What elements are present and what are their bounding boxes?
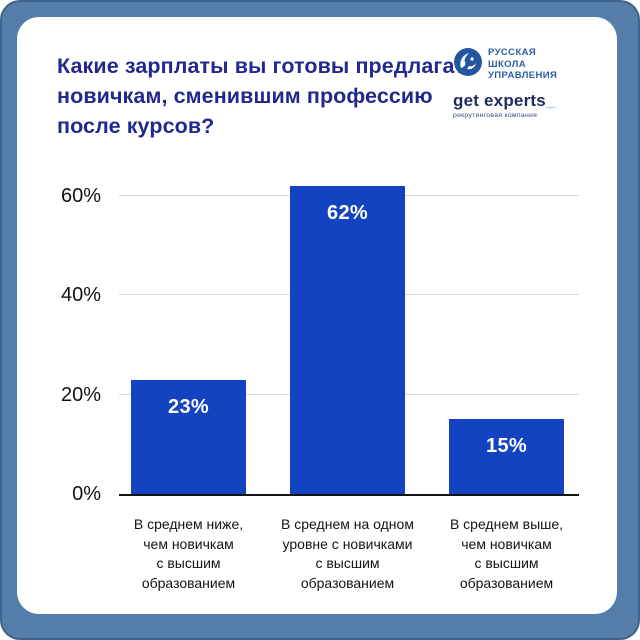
bar-chart-plot-area: 0% 20% 40% 60% 23% В среднем ниже, чем новичка… [61, 166, 579, 591]
x-axis-label-2: В среднем на одном уровне с новичками с вы… [258, 515, 438, 593]
y-axis-tick-60: 60% [60, 184, 101, 207]
x-axis-label-line: чем новичкам [461, 535, 552, 552]
infographic-card: Какие зарплаты вы готовы предлагать нови… [17, 17, 617, 614]
x-axis-label-line: с высшим [315, 555, 380, 571]
get-experts-wordmark: get experts [453, 91, 546, 110]
x-axis-label-line: уровне с новичками [282, 535, 413, 552]
chart-title-line-2: новичкам, сменившим профессию [57, 84, 433, 108]
x-axis-label-line: с высшим [474, 555, 539, 571]
rsu-text-line-1: РУССКАЯ [488, 47, 537, 59]
x-axis-label-line: образованием [459, 574, 554, 591]
bar-value-label-1: 23% [168, 395, 209, 418]
get-experts-tagline: рекрутинговая компания [453, 112, 538, 119]
x-axis-label-3: В среднем выше, чем новичкам с высшим образ… [417, 515, 597, 593]
rsu-text-line-3: УПРАВЛЕНИЯ [488, 70, 558, 82]
rsu-logo: РУССКАЯ ШКОЛА УПРАВЛЕНИЯ [453, 47, 581, 82]
chart-title: Какие зарплаты вы готовы предлагать нови… [57, 51, 487, 141]
x-axis-label-line: образованием [300, 574, 395, 591]
rsu-text-line-2: ШКОЛА [488, 58, 527, 70]
y-axis-tick-20: 20% [60, 383, 101, 406]
y-axis-tick-0: 0% [72, 483, 101, 505]
bar-2: 62% [290, 185, 405, 494]
chart-title-line-1: Какие зарплаты вы готовы предлагать [57, 54, 479, 78]
x-axis-label-line: с высшим [156, 555, 221, 571]
rsu-logo-text: РУССКАЯ ШКОЛА УПРАВЛЕНИЯ [488, 47, 557, 82]
logo-block: РУССКАЯ ШКОЛА УПРАВЛЕНИЯ get experts_ ре… [453, 47, 581, 119]
y-axis-tick-40: 40% [60, 284, 101, 307]
bar-3: 15% [449, 419, 564, 494]
rsu-globe-face-icon [453, 47, 483, 82]
get-experts-logo: get experts_ рекрутинговая компания [453, 91, 581, 119]
bar-value-label-2: 62% [327, 201, 368, 224]
x-axis-label-line: чем новичкам [143, 535, 234, 552]
get-experts-underscore-icon: _ [545, 91, 556, 110]
x-axis-label-line: В среднем на одном [281, 516, 414, 532]
bar-value-label-3: 15% [486, 435, 527, 458]
x-axis-label-line: образованием [141, 574, 236, 591]
bar-1: 23% [131, 379, 246, 494]
x-axis-line [119, 494, 579, 496]
x-axis-label-line: В среднем ниже, [133, 516, 244, 532]
x-axis-label-line: В среднем выше, [449, 516, 564, 532]
chart-title-line-3: после курсов? [57, 114, 215, 138]
x-axis-label-1: В среднем ниже, чем новичкам с высшим образ… [99, 515, 279, 593]
